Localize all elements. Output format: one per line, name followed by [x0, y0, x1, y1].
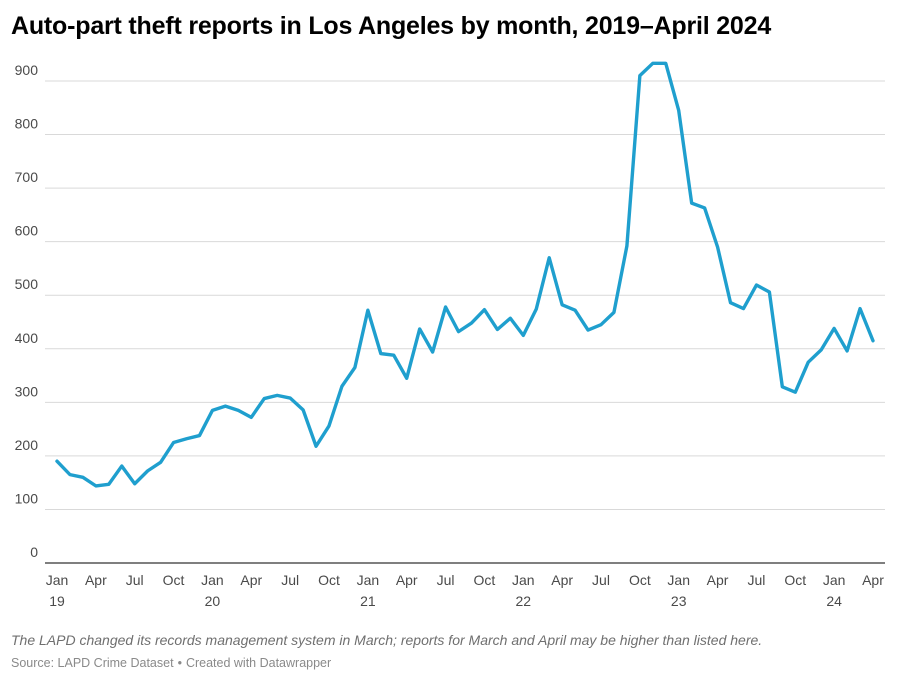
- y-tick-label: 400: [15, 330, 39, 346]
- source-separator: •: [177, 656, 182, 670]
- y-tick-label: 700: [15, 169, 39, 185]
- y-tick-label: 0: [30, 544, 38, 560]
- source-label: Source: LAPD Crime Dataset: [11, 656, 174, 670]
- y-tick-label: 100: [15, 490, 39, 506]
- series-layer: [55, 61, 875, 488]
- credit-label: Created with Datawrapper: [185, 656, 332, 670]
- x-tick-label: Jan: [201, 572, 224, 588]
- line-chart: 0 100 200 300 400 500 600 700 800 900 Jan 19 Apr Jul…: [15, 61, 885, 609]
- x-tick-year-label: 22: [515, 593, 531, 609]
- x-tick-label: Oct: [318, 572, 340, 588]
- y-axis-tick-labels: 0 100 200 300 400 500 600 700 800 900: [15, 62, 39, 560]
- x-tick-label: Oct: [163, 572, 185, 588]
- x-tick-label: Apr: [85, 572, 107, 588]
- y-tick-label: 600: [15, 223, 39, 239]
- x-tick-label: Oct: [474, 572, 496, 588]
- x-tick-year-label: 19: [49, 593, 65, 609]
- x-tick-year-label: 23: [671, 593, 687, 609]
- chart-title: Auto-part theft reports in Los Angeles b…: [11, 12, 772, 40]
- gridlines: [45, 80, 885, 564]
- x-tick-year-label: 21: [360, 593, 376, 609]
- x-tick-label: Jul: [592, 572, 610, 588]
- x-tick-label: Jan: [823, 572, 846, 588]
- x-tick-year-label: 24: [826, 593, 842, 609]
- series-line: [55, 61, 875, 488]
- y-tick-label: 800: [15, 116, 39, 132]
- chart-note: The LAPD changed its records management …: [11, 632, 763, 648]
- x-tick-label: Oct: [784, 572, 806, 588]
- x-tick-label: Apr: [551, 572, 573, 588]
- x-tick-label: Jul: [747, 572, 765, 588]
- x-tick-label: Jan: [512, 572, 535, 588]
- y-tick-label: 900: [15, 62, 39, 78]
- x-axis-tick-labels: Jan 19 Apr Jul Oct Jan 20 Apr Jul Oct Jan 21 Apr Jul O…: [46, 572, 885, 609]
- x-tick-year-label: 20: [205, 593, 221, 609]
- chart-source: Source: LAPD Crime Dataset • Created with …: [11, 656, 331, 670]
- y-tick-label: 200: [15, 437, 39, 453]
- x-tick-label: Apr: [707, 572, 729, 588]
- x-tick-label: Jul: [281, 572, 299, 588]
- x-tick-label: Jan: [46, 572, 69, 588]
- x-tick-label: Jul: [126, 572, 144, 588]
- x-tick-label: Apr: [396, 572, 418, 588]
- x-tick-label: Jan: [667, 572, 690, 588]
- x-tick-label: Jul: [437, 572, 455, 588]
- x-tick-label: Jan: [357, 572, 380, 588]
- y-tick-label: 500: [15, 276, 39, 292]
- y-tick-label: 300: [15, 383, 39, 399]
- x-tick-label: Apr: [240, 572, 262, 588]
- x-tick-label: Apr: [862, 572, 884, 588]
- x-tick-label: Oct: [629, 572, 651, 588]
